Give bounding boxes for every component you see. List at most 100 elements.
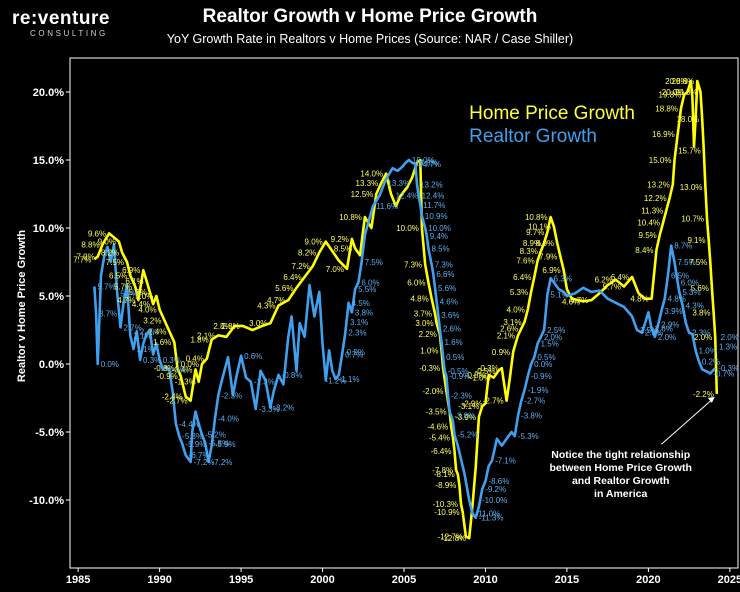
data-label: 4.5%: [352, 299, 370, 308]
data-label: -5.2%: [458, 431, 479, 440]
data-label: 18.8%: [655, 104, 678, 113]
data-label: 1.6%: [153, 338, 171, 347]
data-label: 4.8%: [410, 295, 428, 304]
data-label: 10.8%: [525, 213, 548, 222]
data-label: 6.9%: [542, 266, 560, 275]
data-label: 0.3%: [143, 356, 161, 365]
data-label: -1.0%: [470, 374, 491, 383]
data-label: -0.8%: [282, 371, 303, 380]
brand-tagline: CONSULTING: [30, 29, 108, 38]
data-label: -3.1%: [458, 402, 479, 411]
data-label: 12.2%: [644, 194, 667, 203]
data-label: 9.7%: [526, 228, 544, 237]
data-label: 5.7%: [97, 282, 115, 291]
data-label: 20.8%: [672, 77, 695, 86]
data-label: 20.0%: [662, 88, 685, 97]
plot-area: [69, 57, 739, 569]
data-label: -12.8%: [441, 534, 466, 543]
y-tick-label: 5.0%: [39, 291, 64, 303]
data-label: 4.7%: [267, 296, 285, 305]
data-label: 2.0%: [694, 333, 712, 342]
y-tick-label: -10.0%: [29, 495, 64, 507]
data-label: 6.0%: [407, 278, 425, 287]
data-label: 0.0%: [534, 360, 552, 369]
data-label: 2.5%: [547, 326, 565, 335]
data-label: -0.5%: [475, 367, 496, 376]
x-tick-label: 1990: [147, 574, 171, 586]
data-label: 7.5%: [689, 258, 707, 267]
data-label: 2.6%: [500, 325, 518, 334]
data-label: 6.4%: [283, 273, 301, 282]
data-label: -1.2%: [326, 376, 347, 385]
y-tick-label: 15.0%: [33, 155, 64, 167]
data-label: -0.5%: [448, 367, 469, 376]
brand-name: re:venture: [12, 8, 110, 29]
data-label: 13.3%: [387, 179, 410, 188]
data-label: 2.1%: [497, 331, 515, 340]
data-label: 4.7%: [570, 296, 588, 305]
data-label: 3.8%: [692, 308, 710, 317]
data-label: -1.3%: [254, 378, 275, 387]
data-label: 5.3%: [510, 288, 528, 297]
data-label: -10.0%: [482, 496, 507, 505]
data-label: -8.6%: [488, 477, 509, 486]
data-label: 7.6%: [516, 257, 534, 266]
data-label: 14.7%: [418, 160, 441, 169]
data-label: 4.6%: [440, 297, 458, 306]
data-label: 0.3%: [163, 356, 181, 365]
data-label: 3.6%: [441, 311, 459, 320]
data-label: 2.4%: [148, 327, 166, 336]
data-label: -7.1%: [495, 457, 516, 466]
data-label: 15.0%: [412, 156, 435, 165]
data-label: -5.2%: [205, 431, 226, 440]
x-tick-label: 2015: [555, 574, 579, 586]
x-tick-label: 2025: [718, 574, 740, 586]
data-label: -4.6%: [427, 423, 448, 432]
y-tick-label: -5.0%: [35, 427, 64, 439]
data-label: -2.7%: [167, 397, 188, 406]
data-label: 10.7%: [681, 214, 704, 223]
data-label: 5.7%: [603, 282, 621, 291]
data-label: 0.2%: [702, 357, 720, 366]
data-label: 9.0%: [305, 238, 323, 247]
annotation-text: and Realtor Growth: [572, 475, 669, 487]
data-label: 8.8%: [81, 240, 99, 249]
data-label: 13.2%: [647, 180, 670, 189]
data-label: -5.9%: [185, 440, 206, 449]
data-label: 8.3%: [520, 247, 538, 256]
data-label: 7.2%: [292, 262, 310, 271]
chart-title: Realtor Growth v Home Price Growth: [202, 6, 538, 27]
x-tick-label: 2000: [310, 574, 334, 586]
data-label: 18.0%: [676, 115, 699, 124]
data-label: -1.3%: [175, 378, 196, 387]
data-label: 12.4%: [396, 191, 419, 200]
data-label: 5.5%: [358, 285, 376, 294]
data-label: -6.4%: [431, 447, 452, 456]
data-label: 2.3%: [692, 329, 710, 338]
data-label: 1.1%: [137, 345, 155, 354]
data-label: 14.0%: [360, 170, 383, 179]
x-tick-label: 2010: [473, 574, 497, 586]
data-label: -5.4%: [429, 433, 450, 442]
data-label: 15.7%: [678, 146, 701, 155]
data-label: 9.6%: [88, 229, 106, 238]
data-label: 2.3%: [645, 329, 663, 338]
data-label: 2.1%: [197, 331, 215, 340]
data-label: -0.9%: [449, 372, 470, 381]
data-label: 6.3%: [554, 274, 572, 283]
y-tick-label: 20.0%: [33, 87, 64, 99]
data-label: -3.9%: [455, 413, 476, 422]
data-label: 13.3%: [356, 179, 379, 188]
data-label: 13.2%: [420, 180, 443, 189]
data-label: -8.1%: [434, 470, 455, 479]
data-label: 7.9%: [76, 253, 94, 262]
data-label: -3.8%: [521, 412, 542, 421]
data-label: 5.1%: [550, 291, 568, 300]
data-label: 8.2%: [298, 248, 316, 257]
data-label: -3.5%: [426, 408, 447, 417]
data-label: 2.3%: [348, 329, 366, 338]
data-label: 8.9%: [536, 239, 554, 248]
data-label: -0.3%: [419, 364, 440, 373]
